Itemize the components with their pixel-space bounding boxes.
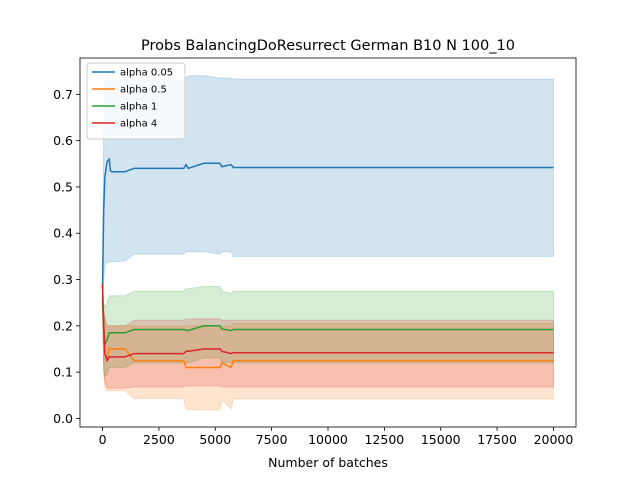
- x-tick-label: 20000: [534, 432, 574, 447]
- x-tick-label: 12500: [364, 432, 404, 447]
- confidence-band-series-2: [102, 293, 554, 411]
- x-tick-label: 2500: [143, 432, 175, 447]
- y-tick-label: 0.4: [53, 226, 73, 241]
- y-tick-label: 0.6: [53, 133, 73, 148]
- series-line-1: [101, 157, 554, 289]
- x-axis-label: Number of batches: [268, 455, 388, 470]
- x-tick-label: 17500: [477, 432, 517, 447]
- x-tick-label: 0: [99, 432, 107, 447]
- x-tick-label: 15000: [421, 432, 461, 447]
- legend-label: alpha 1: [120, 102, 157, 113]
- legend-label: alpha 0.5: [120, 85, 167, 96]
- y-tick-label: 0.7: [53, 87, 73, 102]
- y-tick-label: 0.2: [53, 318, 73, 333]
- chart-title: Probs BalancingDoResurrect German B10 N …: [141, 38, 515, 54]
- legend: alpha 0.05 alpha 0.5 alpha 1 alpha 4: [86, 62, 186, 140]
- axes: 0 2500 5000 7500 10000 12500 15000 17500 20000 0.…: [53, 57, 577, 447]
- series-line-4: [101, 284, 554, 363]
- x-tick-label: 10000: [308, 432, 348, 447]
- x-tick-label: 5000: [199, 432, 231, 447]
- legend-label: alpha 0.05: [120, 68, 173, 79]
- y-tick-label: 0.5: [53, 179, 73, 194]
- legend-label: alpha 4: [120, 119, 157, 130]
- confidence-band-series-3: [102, 286, 554, 378]
- series-lines: [101, 157, 554, 369]
- series-line-3: [101, 298, 554, 348]
- y-tick-label: 0.0: [53, 411, 73, 426]
- y-tick-label: 0.3: [53, 272, 73, 287]
- y-tick-label: 0.1: [53, 365, 73, 380]
- x-tick-label: 7500: [256, 432, 288, 447]
- legend-box: [86, 62, 186, 140]
